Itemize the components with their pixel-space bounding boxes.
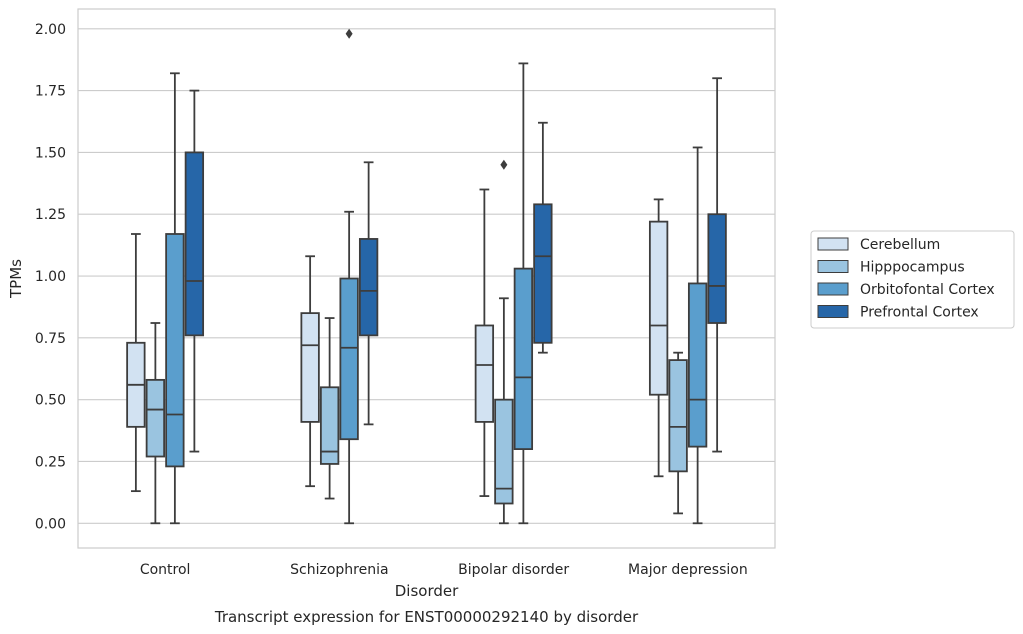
legend-label: Prefrontal Cortex <box>860 305 979 321</box>
legend-label: Hipppocampus <box>860 260 965 276</box>
series-cerebellum <box>126 188 669 497</box>
legend-swatch <box>817 237 849 251</box>
chart-caption: Transcript expression for ENST0000029214… <box>214 608 639 626</box>
x-tick-label: Control <box>140 562 191 578</box>
box-body <box>648 220 669 396</box>
series-orbitofontal-cortex <box>165 28 708 525</box>
legend: Cerebellum Hipppocampus Orbitofontal Corte… <box>810 230 1015 329</box>
box-body <box>687 282 708 448</box>
box <box>145 322 166 525</box>
outlier-point <box>345 28 353 39</box>
x-tick-label: Major depression <box>628 562 748 578</box>
plot-frame <box>77 8 776 549</box>
box <box>184 89 205 453</box>
legend-swatch <box>817 305 849 318</box>
box <box>358 161 379 426</box>
y-axis-label: TPMs <box>7 259 25 299</box>
box <box>339 28 359 525</box>
box <box>513 62 534 525</box>
box <box>319 317 340 500</box>
box-body <box>145 378 166 458</box>
x-tick-labels: Control Schizophrenia Bipolar disorder Majo… <box>140 562 748 578</box>
y-tick-label: 1.75 <box>35 84 66 100</box>
y-tick-label: 0.00 <box>35 516 66 532</box>
y-tick-label: 0.25 <box>35 454 66 470</box>
box-body <box>668 359 688 473</box>
legend-frame <box>810 230 1015 329</box>
y-tick-labels: 0.00 0.25 0.50 0.75 1.00 1.25 1.50 1.75 2.00 <box>35 22 66 532</box>
box-groups <box>126 28 727 525</box>
x-tick-label: Schizophrenia <box>290 562 388 578</box>
box-body <box>474 324 495 423</box>
legend-swatch <box>817 282 849 296</box>
legend-label: Orbitofontal Cortex <box>860 282 995 298</box>
box-body <box>300 312 320 423</box>
box <box>165 72 185 525</box>
y-tick-label: 1.00 <box>35 269 66 285</box>
series-prefrontal-cortex <box>184 77 727 453</box>
box-body <box>494 398 514 505</box>
x-tick-label: Bipolar disorder <box>458 562 569 578</box>
box <box>687 146 708 525</box>
box-body <box>358 238 379 337</box>
legend-swatch <box>817 260 849 273</box>
box <box>300 255 320 488</box>
y-tick-label: 1.25 <box>35 207 66 223</box>
box <box>494 159 514 525</box>
y-tick-label: 1.50 <box>35 145 66 161</box>
box <box>668 351 688 515</box>
legend-label: Cerebellum <box>860 237 940 253</box>
box <box>533 121 553 354</box>
box-body <box>707 213 727 324</box>
box <box>474 188 495 497</box>
box-body <box>184 151 205 337</box>
y-tick-label: 2.00 <box>35 22 66 38</box>
box <box>648 198 669 478</box>
y-tick-label: 0.75 <box>35 331 66 347</box>
outlier-point <box>500 159 508 170</box>
x-axis-label: Disorder <box>395 582 459 600</box>
box <box>707 77 727 453</box>
box-body <box>513 267 534 451</box>
y-tick-label: 0.50 <box>35 393 66 409</box>
box-body <box>339 277 359 441</box>
box-body <box>165 233 185 468</box>
box-body <box>319 386 340 465</box>
box-body <box>533 203 553 344</box>
series-hipppocampus <box>145 159 688 525</box>
box <box>126 233 146 493</box>
